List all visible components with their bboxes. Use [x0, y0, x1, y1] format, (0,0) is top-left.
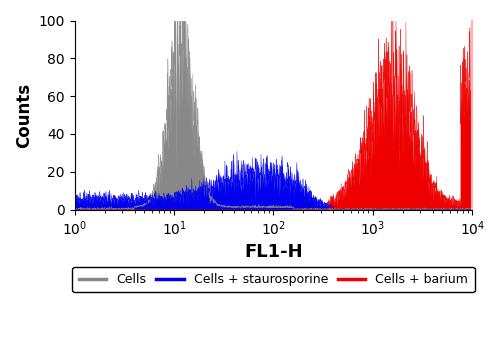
Legend: Cells, Cells + staurosporine, Cells + barium: Cells, Cells + staurosporine, Cells + ba… [72, 267, 474, 293]
X-axis label: FL1-H: FL1-H [244, 244, 303, 262]
Y-axis label: Counts: Counts [15, 82, 33, 148]
